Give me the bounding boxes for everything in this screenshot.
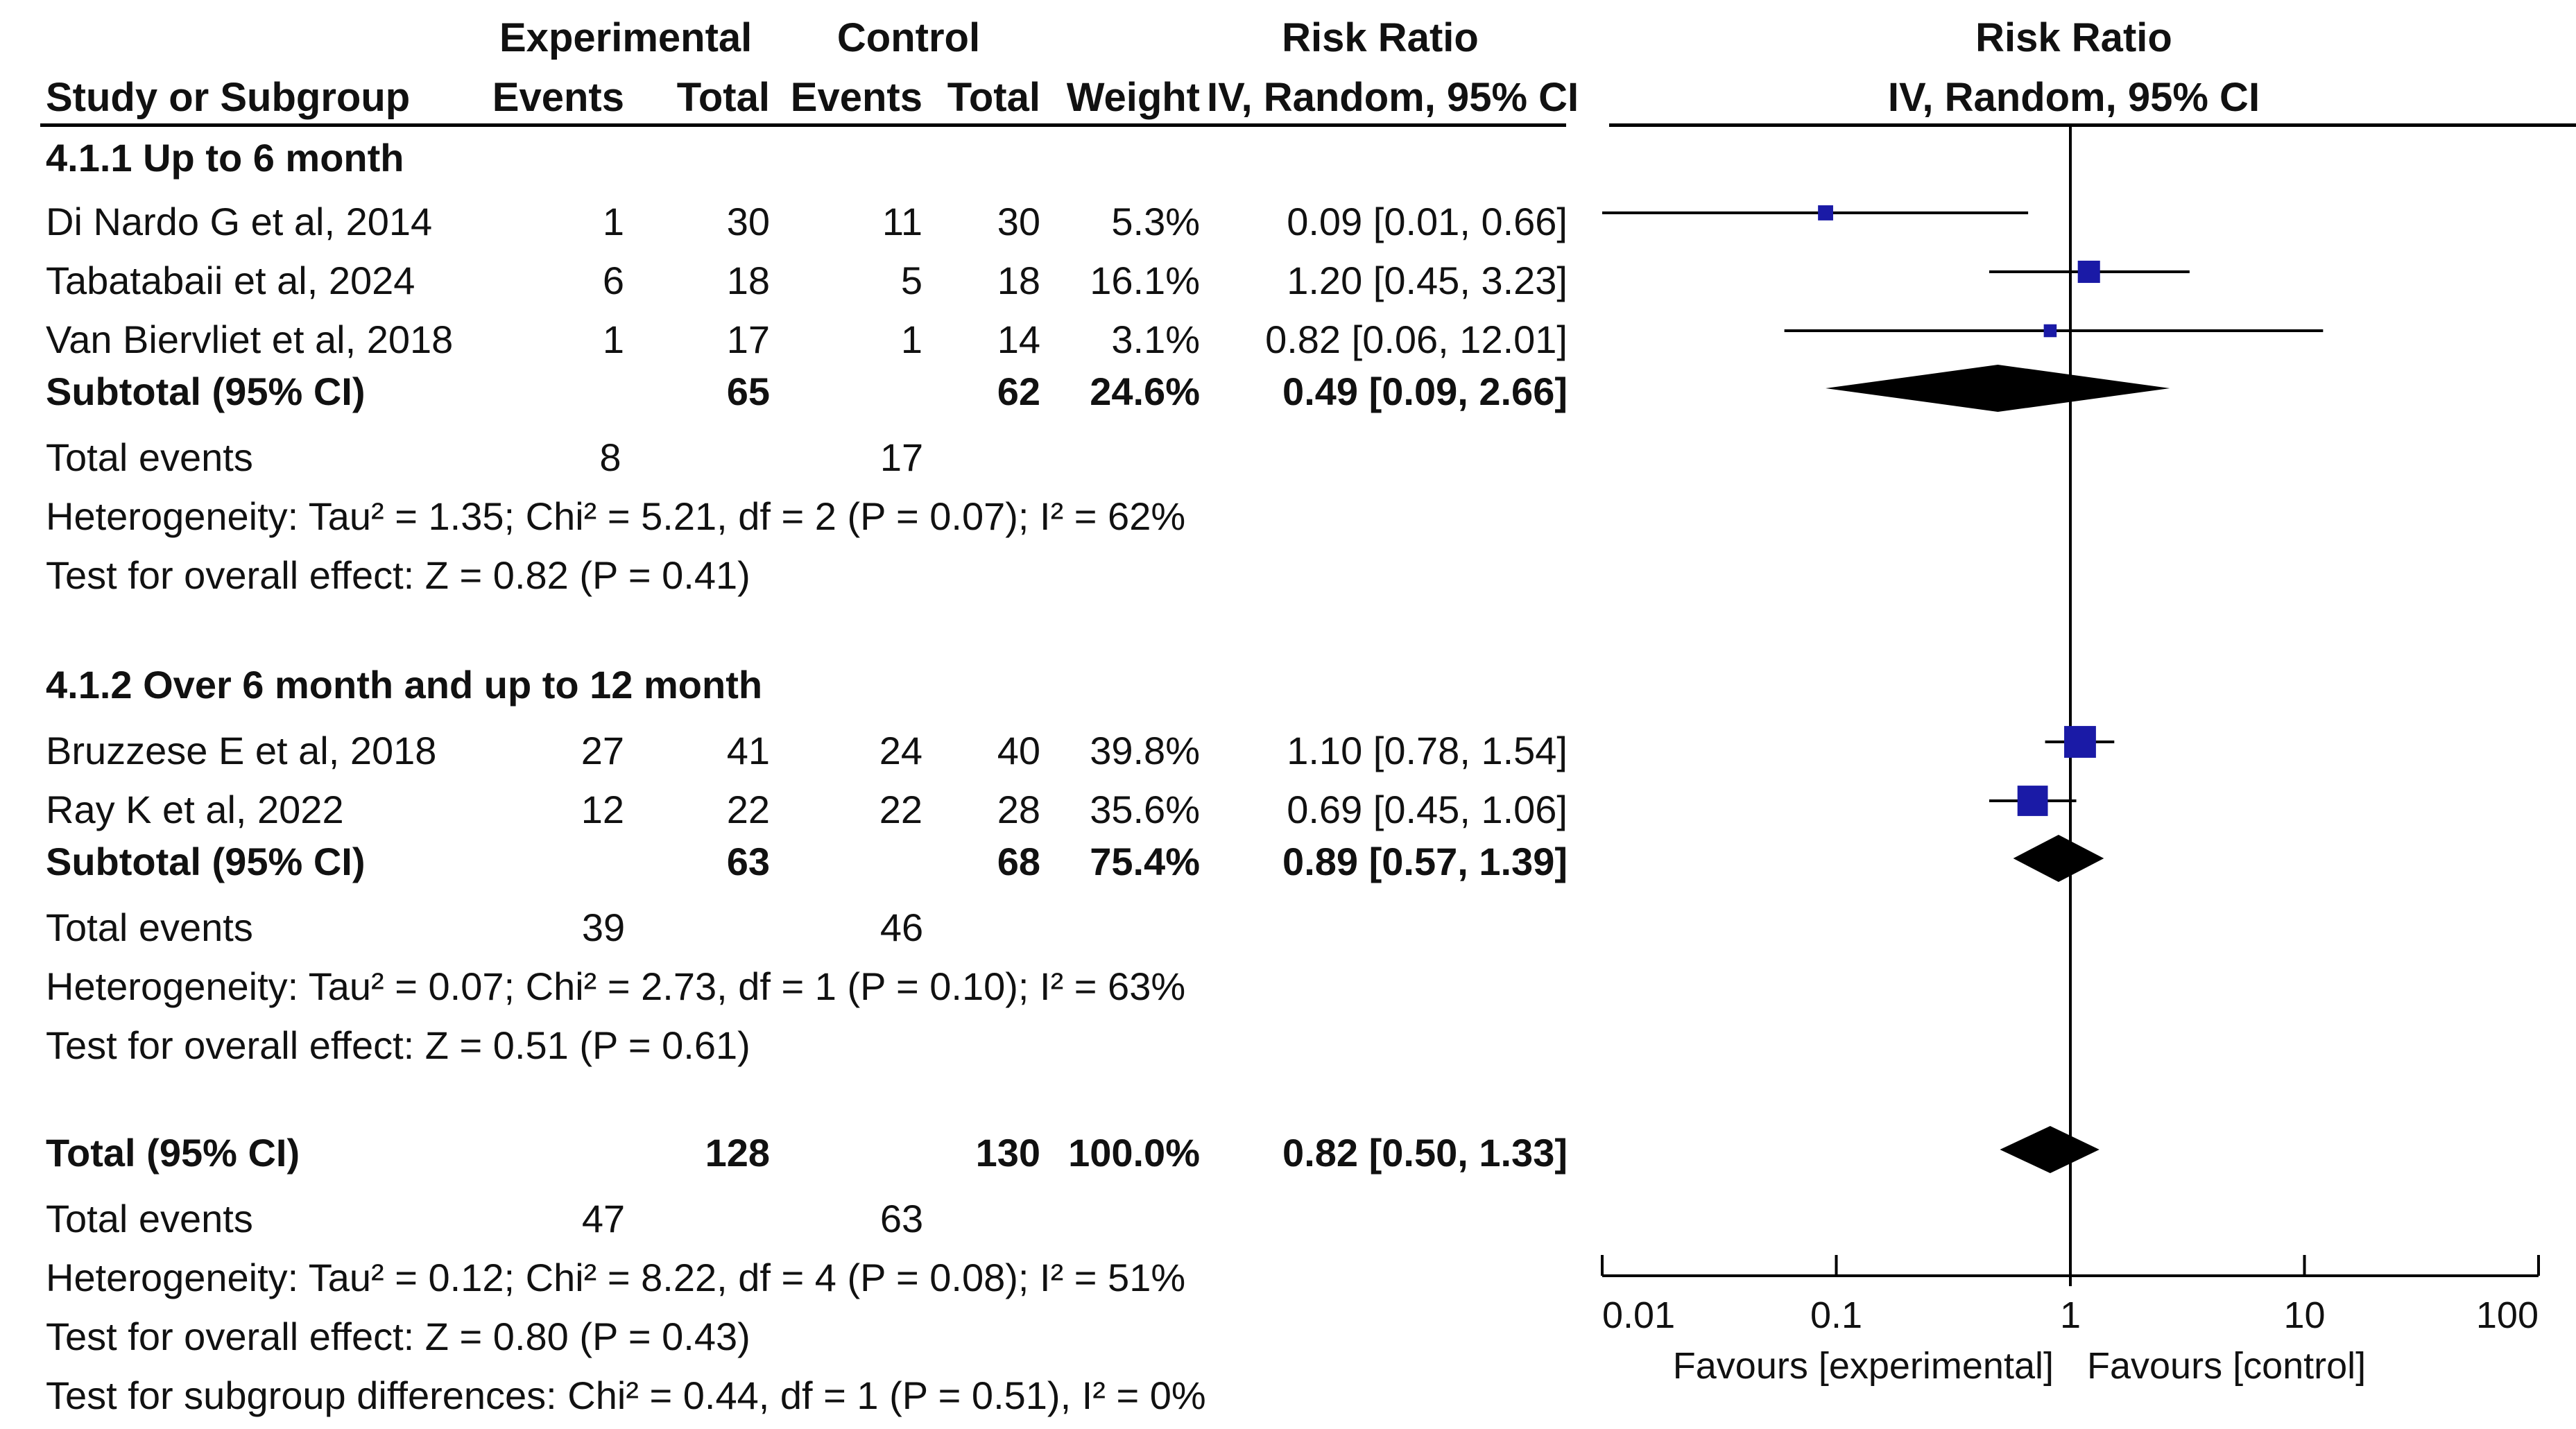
total-events-exp: 39 [581, 906, 626, 949]
study-name: Bruzzese E et al, 2018 [46, 729, 437, 772]
ctl-total: 28 [997, 788, 1040, 831]
subgroup-title-2: 4.1.2 Over 6 month and up to 12 month [46, 663, 763, 707]
risk-ratio-ci: 0.82 [0.06, 12.01] [1265, 318, 1568, 361]
subtotal-ci: 0.49 [0.09, 2.66] [1282, 370, 1568, 413]
total-events-label: Total events [46, 435, 253, 479]
total-events-label: Total events [46, 906, 253, 949]
header-risk-ratio-plot: Risk Ratio [1975, 15, 2172, 60]
overall-effect-text: Test for overall effect: Z = 0.82 (P = 0… [46, 553, 750, 597]
total-ctl-total: 130 [975, 1131, 1040, 1175]
header-study-or-subgroup: Study or Subgroup [46, 75, 411, 120]
total-events-ctl: 46 [879, 906, 924, 949]
exp-total: 22 [726, 788, 770, 831]
pooled-diamond [1826, 365, 2170, 412]
header-method-col: IV, Random, 95% CI [1207, 75, 1579, 120]
subtotal-ctl-total: 68 [997, 840, 1040, 883]
header-ctl-events: Events [790, 75, 922, 120]
subgroup-differences-text: Test for subgroup differences: Chi² = 0.… [46, 1374, 1206, 1417]
subtotal-label: Subtotal (95% CI) [46, 370, 366, 413]
subtotal-weight: 24.6% [1090, 370, 1200, 413]
study-marker [1818, 205, 1833, 220]
exp-events: 1 [602, 318, 624, 361]
ctl-events: 24 [879, 729, 922, 772]
heterogeneity-text: Heterogeneity: Tau² = 1.35; Chi² = 5.21,… [46, 494, 1186, 538]
total-weight: 100.0% [1068, 1131, 1200, 1175]
subgroup-title-1: 4.1.1 Up to 6 month [46, 136, 404, 180]
total-events-ctl: 17 [879, 435, 924, 479]
total-events-exp: 47 [581, 1197, 626, 1240]
subtotal-ctl-total: 62 [997, 370, 1040, 413]
weight: 35.6% [1090, 788, 1200, 831]
favours-experimental-label: Favours [experimental] [1673, 1345, 2054, 1387]
header-rule-table [40, 123, 1566, 127]
weight: 3.1% [1111, 318, 1200, 361]
exp-events: 1 [602, 200, 624, 243]
study-marker [2017, 786, 2048, 816]
exp-total: 41 [726, 729, 770, 772]
subtotal-ci: 0.89 [0.57, 1.39] [1282, 840, 1568, 883]
exp-events: 12 [581, 788, 624, 831]
heterogeneity-text: Heterogeneity: Tau² = 0.12; Chi² = 8.22,… [46, 1256, 1186, 1299]
header-control: Control [836, 15, 981, 60]
exp-total: 30 [726, 200, 770, 243]
ctl-total: 14 [997, 318, 1040, 361]
ctl-total: 30 [997, 200, 1040, 243]
overall-effect-text: Test for overall effect: Z = 0.51 (P = 0… [46, 1023, 750, 1067]
x-tick-label: 1 [2060, 1294, 2081, 1336]
weight: 5.3% [1111, 200, 1200, 243]
exp-total: 18 [726, 259, 770, 302]
total-label: Total (95% CI) [46, 1131, 300, 1175]
ctl-events: 11 [882, 200, 922, 243]
overall-effect-text: Test for overall effect: Z = 0.80 (P = 0… [46, 1315, 750, 1358]
header-exp-events: Events [492, 75, 624, 120]
header-experimental: Experimental [499, 15, 753, 60]
subtotal-exp-total: 65 [726, 370, 770, 413]
ctl-events: 22 [879, 788, 922, 831]
header-exp-total: Total [676, 75, 770, 120]
header-rule-plot [1609, 123, 2576, 127]
pooled-diamond [2013, 835, 2104, 882]
x-tick-label: 100 [2476, 1294, 2539, 1336]
x-tick-label: 0.01 [1602, 1294, 1675, 1336]
study-marker [2064, 726, 2096, 758]
risk-ratio-ci: 1.10 [0.78, 1.54] [1287, 729, 1568, 772]
pooled-diamond [2000, 1126, 2100, 1173]
total-ci: 0.82 [0.50, 1.33] [1282, 1131, 1568, 1175]
ctl-events: 1 [900, 318, 922, 361]
header-risk-ratio-col: Risk Ratio [1282, 15, 1479, 60]
favours-control-label: Favours [control] [2087, 1345, 2366, 1387]
risk-ratio-ci: 1.20 [0.45, 3.23] [1287, 259, 1568, 302]
subtotal-label: Subtotal (95% CI) [46, 840, 366, 883]
x-tick-label: 10 [2283, 1294, 2325, 1336]
x-tick-label: 0.1 [1810, 1294, 1862, 1336]
weight: 39.8% [1090, 729, 1200, 772]
exp-total: 17 [726, 318, 770, 361]
header-ctl-total: Total [947, 75, 1040, 120]
exp-events: 6 [602, 259, 624, 302]
ctl-events: 5 [900, 259, 922, 302]
subtotal-exp-total: 63 [726, 840, 770, 883]
header-method-plot: IV, Random, 95% CI [1887, 75, 2260, 120]
ctl-total: 40 [997, 729, 1040, 772]
header-weight: Weight [1066, 75, 1200, 120]
study-marker [2077, 260, 2100, 284]
study-name: Ray K et al, 2022 [46, 788, 344, 831]
subtotal-weight: 75.4% [1090, 840, 1200, 883]
study-name: Van Biervliet et al, 2018 [46, 318, 454, 361]
risk-ratio-ci: 0.09 [0.01, 0.66] [1287, 200, 1568, 243]
exp-events: 27 [581, 729, 624, 772]
ctl-total: 18 [997, 259, 1040, 302]
study-name: Di Nardo G et al, 2014 [46, 200, 433, 243]
total-events-exp: 8 [599, 435, 621, 479]
total-exp-total: 128 [705, 1131, 770, 1175]
total-events-label: Total events [46, 1197, 253, 1240]
total-events-ctl: 63 [879, 1197, 924, 1240]
study-marker [2043, 324, 2057, 338]
heterogeneity-text: Heterogeneity: Tau² = 0.07; Chi² = 2.73,… [46, 964, 1186, 1008]
risk-ratio-ci: 0.69 [0.45, 1.06] [1287, 788, 1568, 831]
weight: 16.1% [1090, 259, 1200, 302]
study-name: Tabatabaii et al, 2024 [46, 259, 415, 302]
